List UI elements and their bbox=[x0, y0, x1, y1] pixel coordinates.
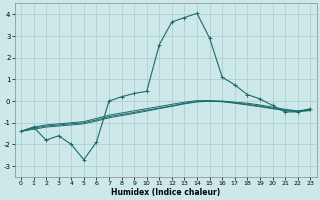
X-axis label: Humidex (Indice chaleur): Humidex (Indice chaleur) bbox=[111, 188, 220, 197]
